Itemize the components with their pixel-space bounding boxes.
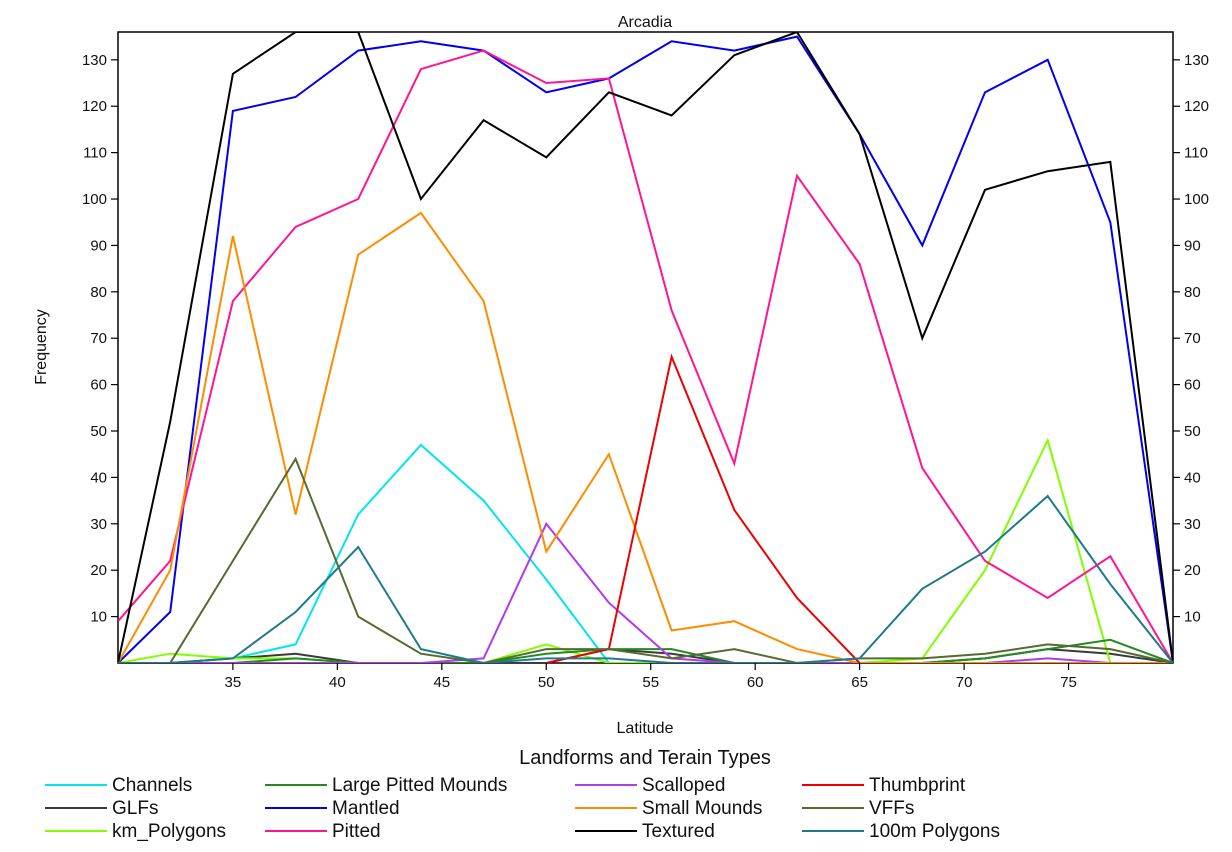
y-tick-label-left: 130 (82, 52, 107, 69)
x-tick-label: 45 (433, 674, 450, 691)
axis-layer: 35 40 45 50 55 60 65 70 75 10 10 20 20 30 30 40 40 50 50 60… (82, 52, 1209, 691)
legend-label: Channels (112, 775, 192, 796)
y-tick-label-left: 80 (90, 284, 107, 301)
x-tick-label: 70 (956, 674, 973, 691)
y-tick-label-right: 50 (1184, 423, 1201, 440)
x-tick-label: 65 (851, 674, 868, 691)
series-line-thumbprint (546, 353, 861, 663)
series-layer (118, 32, 1173, 663)
y-tick-label-left: 40 (90, 469, 107, 486)
legend-label: GLFs (112, 798, 158, 819)
y-tick-label-right: 30 (1184, 516, 1201, 533)
y-tick-label-left: 50 (90, 423, 107, 440)
legend-label: Large Pitted Mounds (332, 775, 507, 796)
y-tick-label-right: 60 (1184, 377, 1201, 394)
y-tick-label-right: 20 (1184, 562, 1201, 579)
x-tick-label: 60 (747, 674, 764, 691)
series-line-vffs (118, 456, 1173, 663)
legend-title: Landforms and Terain Types (519, 747, 771, 769)
series-line-100m-polygons (118, 494, 1173, 663)
series-line-small-mounds (118, 211, 1173, 663)
y-tick-label-right: 40 (1184, 469, 1201, 486)
series-line-textured (118, 32, 1173, 663)
y-tick-label-right: 100 (1184, 191, 1209, 208)
x-axis-label: Latitude (617, 720, 674, 737)
y-axis-label: Frequency (33, 309, 50, 385)
legend-label: Scalloped (642, 775, 725, 796)
series-line-mantled (118, 35, 1173, 663)
legend-label: Small Mounds (642, 798, 762, 819)
x-tick-label: 40 (329, 674, 346, 691)
x-tick-label: 55 (642, 674, 659, 691)
y-tick-label-right: 90 (1184, 237, 1201, 254)
legend-label: Textured (642, 821, 715, 842)
chart-title: Arcadia (618, 14, 672, 31)
y-tick-label-left: 100 (82, 191, 107, 208)
x-tick-label: 50 (538, 674, 555, 691)
legend-label: VFFs (869, 798, 914, 819)
y-tick-label-right: 110 (1184, 145, 1208, 162)
legend-label: 100m Polygons (869, 821, 1000, 842)
y-tick-label-right: 130 (1184, 52, 1209, 69)
x-tick-label: 75 (1060, 674, 1077, 691)
series-line-pitted (118, 49, 1173, 663)
legend-label: Mantled (332, 798, 400, 819)
y-tick-label-left: 20 (90, 562, 107, 579)
series-line-scalloped (118, 521, 1173, 663)
y-tick-label-right: 120 (1184, 98, 1209, 115)
plot-frame (117, 31, 1174, 664)
y-tick-label-right: 70 (1184, 330, 1201, 347)
y-tick-label-right: 80 (1184, 284, 1201, 301)
y-tick-label-left: 30 (90, 516, 107, 533)
legend-label: Pitted (332, 821, 381, 842)
legend-label: Thumbprint (869, 775, 966, 796)
y-tick-label-right: 10 (1184, 609, 1201, 626)
legend-label: km_Polygons (112, 821, 226, 842)
series-line-km-polygons (118, 437, 1173, 663)
series-line-large-pitted-mounds (118, 638, 1173, 663)
y-tick-label-left: 90 (90, 237, 107, 254)
x-tick-label: 35 (225, 674, 242, 691)
y-tick-label-left: 120 (82, 98, 107, 115)
y-tick-label-left: 110 (83, 145, 107, 162)
y-tick-label-left: 60 (90, 377, 107, 394)
y-tick-label-left: 70 (90, 330, 107, 347)
y-tick-label-left: 10 (90, 609, 107, 626)
